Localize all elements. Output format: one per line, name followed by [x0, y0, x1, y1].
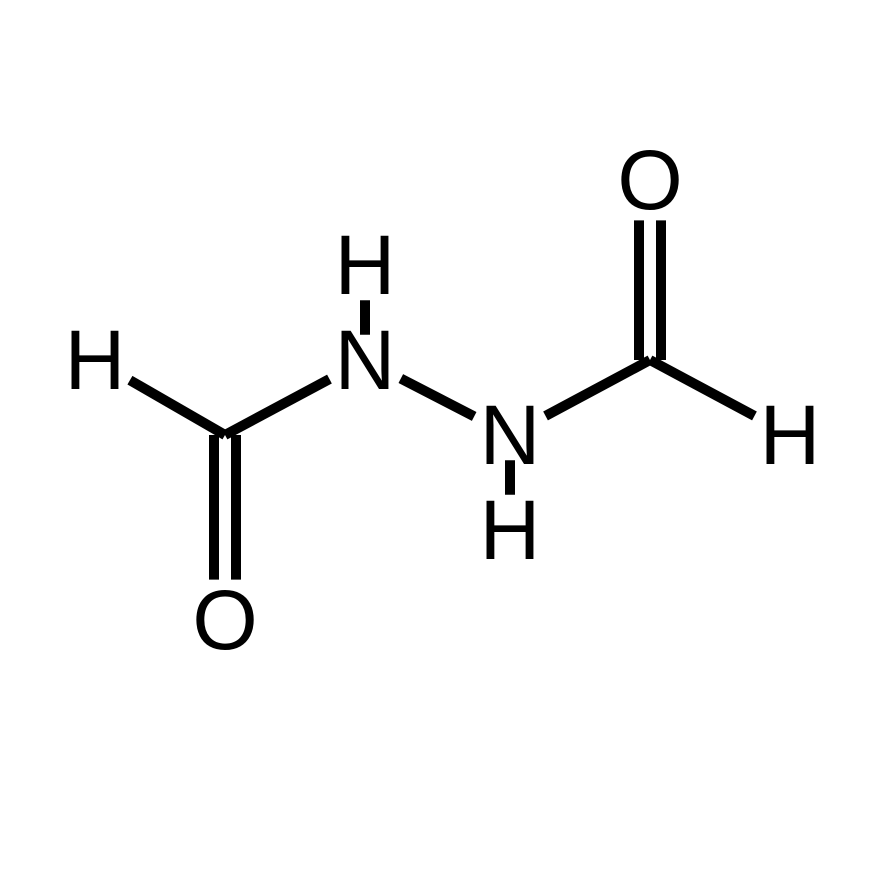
bond-line	[401, 379, 474, 417]
atom-label-h1: H	[65, 313, 126, 407]
bond-line	[650, 360, 754, 416]
atom-label-h2: H	[760, 388, 821, 482]
molecule-diagram: HONHNHOH	[0, 0, 890, 890]
bond-line	[225, 379, 329, 435]
atom-label-n1: N	[335, 313, 396, 407]
bond-line	[546, 360, 650, 416]
atom-label-n2: N	[480, 388, 541, 482]
atom-label-o2: O	[617, 133, 682, 227]
atom-label-h_n1: H	[335, 218, 396, 312]
bond-line	[130, 380, 225, 435]
atom-label-o1: O	[192, 573, 257, 667]
atom-label-h_n2: H	[480, 483, 541, 577]
